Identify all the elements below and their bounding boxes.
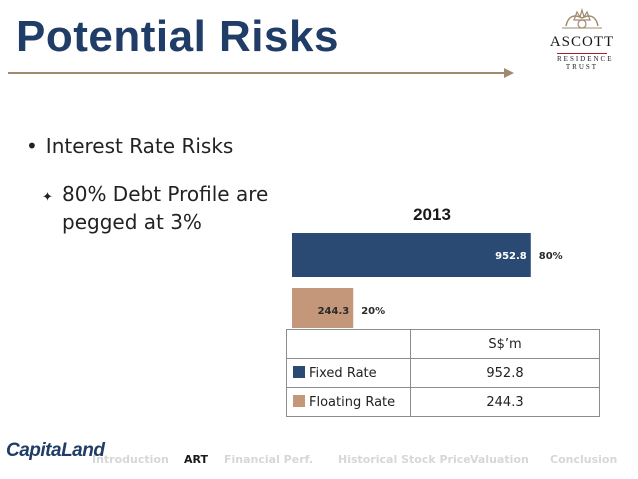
star-bullet-icon: ✦	[42, 190, 53, 205]
table-header-empty	[286, 329, 411, 359]
logo-subline-1: RESIDENCE	[557, 53, 614, 63]
bar-percent-label: 80%	[539, 251, 563, 262]
page-title: Potential Risks	[16, 12, 339, 61]
fixed-rate-value: 952.8	[410, 358, 600, 388]
nav-financial-perf[interactable]: Financial Perf.	[224, 453, 313, 466]
table-row: Fixed Rate 952.8	[286, 358, 600, 388]
floating-rate-swatch	[293, 394, 305, 407]
nav-historical-stock-price[interactable]: Historical Stock Price	[338, 453, 471, 466]
floating-rate-label: Floating Rate	[309, 394, 396, 410]
table-row-label: Fixed Rate	[286, 358, 411, 388]
logo-subline-2: TRUST	[565, 63, 599, 71]
bullet-sub: ✦ 80% Debt Profile are pegged at 3%	[42, 180, 292, 236]
debt-table: S$’m Fixed Rate 952.8 Floating Rate 244.…	[286, 329, 600, 417]
bar-value-label: 244.3	[318, 306, 350, 317]
fixed-rate-swatch	[293, 365, 305, 378]
nav-valuation[interactable]: Valuation	[470, 453, 529, 466]
table-header-unit: S$’m	[410, 329, 600, 359]
title-arrow-icon	[504, 68, 514, 78]
floating-rate-value: 244.3	[410, 387, 600, 417]
title-underline	[8, 72, 510, 74]
bullet-main-text: Interest Rate Risks	[45, 134, 234, 158]
bar-value-label: 952.8	[495, 251, 527, 262]
table-header-row: S$’m	[286, 329, 600, 359]
bar-percent-label: 20%	[361, 306, 385, 317]
fixed-rate-label: Fixed Rate	[309, 365, 377, 381]
bullet-sub-text: 80% Debt Profile are pegged at 3%	[62, 182, 269, 234]
bullet-dot-icon: •	[26, 134, 38, 158]
bullet-main: • Interest Rate Risks	[26, 134, 233, 158]
table-row-label: Floating Rate	[286, 387, 411, 417]
capitaland-logo: CapitaLand	[6, 440, 105, 461]
chart-title: 2013	[413, 205, 451, 224]
debt-bar-chart: 2013 952.8 80% 244.3 20%	[292, 205, 563, 328]
nav-conclusion[interactable]: Conclusion	[550, 453, 618, 466]
bar-fixed-rate	[292, 233, 531, 277]
ascott-logo: ASCOTT RESIDENCE TRUST	[540, 8, 624, 88]
logo-name: ASCOTT	[549, 34, 615, 50]
bar-floating-rate	[292, 288, 354, 328]
table-row: Floating Rate 244.3	[286, 387, 600, 417]
nav-introduction[interactable]: Introduction	[92, 453, 169, 466]
nav-art[interactable]: ART	[184, 453, 208, 466]
crest-icon	[562, 8, 602, 29]
